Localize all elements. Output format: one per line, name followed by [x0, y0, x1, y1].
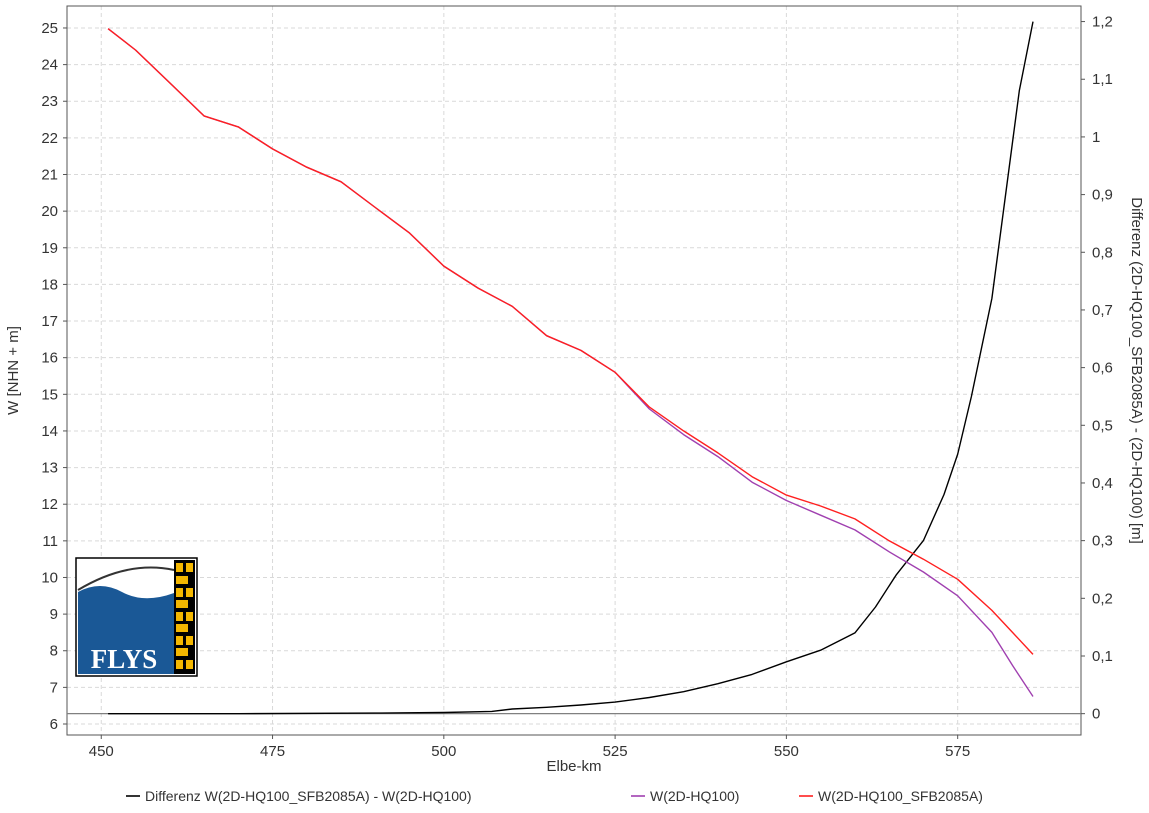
y-tick-label: 8 — [50, 643, 58, 660]
y2-tick-label: 0,9 — [1092, 187, 1113, 204]
x-axis-title: Elbe-km — [546, 758, 601, 775]
y2-tick-label: 0,1 — [1092, 648, 1113, 665]
y-tick-label: 20 — [41, 203, 58, 220]
y-tick-label: 7 — [50, 679, 58, 696]
logo-text: FLYS — [91, 644, 158, 674]
y-tick-label: 10 — [41, 569, 58, 586]
y-tick-label: 25 — [41, 20, 58, 37]
x-tick-label: 525 — [603, 743, 628, 760]
flys-logo: FLYS — [75, 557, 198, 677]
y-tick-label: 19 — [41, 240, 58, 257]
series-line-0 — [108, 21, 1034, 715]
series-layer — [107, 21, 1034, 715]
y2-tick-label: 0,6 — [1092, 360, 1113, 377]
y-tick-label: 6 — [50, 716, 58, 733]
y-tick-label: 23 — [41, 93, 58, 110]
y2-tick-label: 1,2 — [1092, 14, 1113, 31]
y-tick-label: 11 — [42, 533, 58, 550]
x-axis: 450 475 500 525 550 575 — [89, 735, 970, 760]
y-tick-label: 24 — [41, 57, 58, 74]
y-tick-label: 13 — [41, 460, 58, 477]
y2-tick-label: 0 — [1092, 706, 1100, 723]
y-tick-label: 16 — [41, 350, 58, 367]
y-axis-right: 0 0,1 0,2 0,3 0,4 0,5 0,6 0,7 0,8 0,9 1 1,1 1,2 — [1081, 14, 1113, 723]
y-tick-label: 12 — [41, 496, 58, 513]
series-line-2 — [107, 28, 1034, 655]
legend-label-0: Differenz W(2D-HQ100_SFB2085A) - W(2D-HQ… — [145, 788, 472, 804]
y-axis-right-title: Differenz (2D-HQ100_SFB2085A) - (2D-HQ10… — [1128, 197, 1145, 544]
x-tick-label: 450 — [89, 743, 114, 760]
grid — [67, 6, 1081, 735]
y2-tick-label: 1,1 — [1092, 71, 1113, 88]
legend-label-1: W(2D-HQ100) — [650, 788, 739, 804]
y2-tick-label: 0,2 — [1092, 590, 1113, 607]
y2-tick-label: 1 — [1092, 129, 1100, 146]
x-tick-label: 500 — [431, 743, 456, 760]
x-tick-label: 550 — [774, 743, 799, 760]
y2-tick-label: 0,7 — [1092, 302, 1113, 319]
legend: Differenz W(2D-HQ100_SFB2085A) - W(2D-HQ… — [126, 788, 983, 804]
series-line-1 — [107, 28, 1034, 697]
y-tick-label: 9 — [50, 606, 58, 623]
legend-label-2: W(2D-HQ100_SFB2085A) — [818, 788, 983, 804]
y-axis-left: 6 7 8 9 10 11 12 13 14 15 16 17 18 19 20 21 22 23 24 25 — [41, 20, 67, 733]
y-tick-label: 17 — [41, 313, 58, 330]
y-axis-left-title: W [NHN + m] — [5, 326, 22, 415]
y-tick-label: 14 — [41, 423, 58, 440]
y2-tick-label: 0,4 — [1092, 475, 1113, 492]
y-tick-label: 18 — [41, 276, 58, 293]
plot-frame — [66, 5, 1082, 736]
y2-tick-label: 0,8 — [1092, 244, 1113, 261]
x-tick-label: 575 — [945, 743, 970, 760]
y-tick-label: 21 — [41, 167, 58, 184]
y-tick-label: 15 — [41, 386, 58, 403]
y2-tick-label: 0,3 — [1092, 533, 1113, 550]
x-tick-label: 475 — [260, 743, 285, 760]
y2-tick-label: 0,5 — [1092, 417, 1113, 434]
y-tick-label: 22 — [41, 130, 58, 147]
